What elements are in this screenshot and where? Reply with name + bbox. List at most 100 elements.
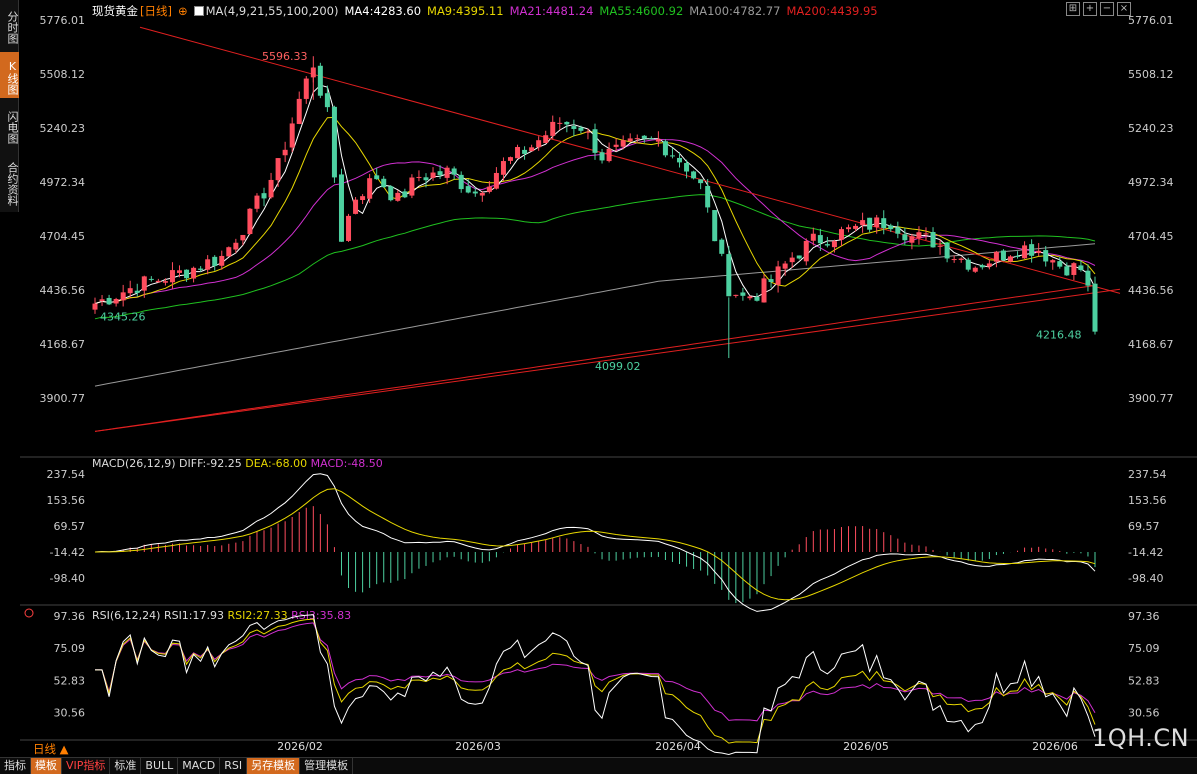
- tab-time-share[interactable]: 分时图: [6, 10, 19, 44]
- candle-body: [529, 147, 535, 152]
- candle-body: [92, 303, 98, 310]
- candle-body: [782, 263, 788, 269]
- close-icon[interactable]: ×: [1117, 2, 1131, 16]
- left-nav: 分时图 K线图 闪电图 合约资料: [0, 0, 19, 212]
- macd-tick-left: 153.56: [47, 494, 86, 507]
- trendline-lower: [94, 288, 1121, 432]
- kline-chart[interactable]: 5776.01 5776.01 5508.12 5508.12 5240.23 5240.…: [0, 0, 1197, 757]
- candle-body: [99, 299, 105, 301]
- candle-body: [853, 225, 859, 229]
- tab-macd[interactable]: MACD: [178, 758, 221, 774]
- period-selector[interactable]: 日线 ▲: [33, 742, 69, 756]
- candle-body: [648, 138, 654, 140]
- rsi-tick-left: 30.56: [54, 706, 86, 719]
- candle-body: [972, 267, 978, 272]
- candle-body: [867, 217, 873, 230]
- candle-body: [965, 259, 971, 270]
- candle-body: [888, 225, 894, 230]
- price-tick-left: 5240.23: [40, 122, 86, 135]
- ma4-value: MA4:4283.60: [344, 4, 422, 18]
- candle-body: [831, 241, 837, 248]
- candle-body: [169, 270, 175, 283]
- candle-body: [458, 174, 464, 190]
- candle-body: [578, 127, 584, 131]
- rsi-tick-right: 75.09: [1128, 642, 1160, 655]
- tab-contract[interactable]: 合约资料: [6, 162, 19, 206]
- date-tick: 2026/04: [655, 740, 701, 753]
- candle-body: [979, 265, 985, 268]
- candle-body: [360, 196, 366, 201]
- add-icon[interactable]: ⊕: [177, 4, 188, 18]
- candle-body: [838, 229, 844, 240]
- date-tick: 2026/03: [455, 740, 501, 753]
- candle-body: [1029, 244, 1035, 256]
- candle-body: [993, 251, 999, 262]
- ma-toggle-icon[interactable]: [193, 6, 204, 16]
- candle-body: [500, 161, 506, 175]
- tab-kline[interactable]: K线图: [0, 52, 19, 98]
- candle-body: [205, 259, 211, 270]
- tab-save-template[interactable]: 另存模板: [247, 758, 301, 774]
- tab-indicator[interactable]: 指标: [0, 758, 31, 774]
- candle-body: [268, 179, 274, 198]
- candle-body: [817, 235, 823, 244]
- candle-body: [353, 199, 359, 214]
- candle-body: [226, 247, 232, 257]
- fit-icon[interactable]: ⊞: [1066, 2, 1080, 16]
- candle-body: [768, 279, 774, 283]
- tab-rsi[interactable]: RSI: [220, 758, 248, 774]
- candle-body: [261, 193, 267, 199]
- candle-body: [486, 186, 492, 192]
- candle-body: [803, 240, 809, 262]
- candle-body: [1092, 283, 1098, 332]
- candle-body: [761, 278, 767, 303]
- price-tick-right: 5508.12: [1128, 68, 1174, 81]
- tab-template[interactable]: 模板: [31, 758, 62, 774]
- tab-manage-template[interactable]: 管理模板: [300, 758, 354, 774]
- candle-body: [698, 179, 704, 184]
- candle-body: [381, 178, 387, 188]
- candle-body: [958, 258, 964, 260]
- price-tick-right: 5776.01: [1128, 14, 1174, 27]
- candle-body: [860, 220, 866, 226]
- tab-bull[interactable]: BULL: [141, 758, 179, 774]
- tab-flash[interactable]: 闪电图: [6, 110, 19, 144]
- candle-body: [219, 255, 225, 266]
- candle-body: [1057, 261, 1063, 267]
- candle-body: [388, 186, 394, 201]
- candle-body: [1022, 245, 1028, 259]
- candle-body: [613, 144, 619, 147]
- price-tick-left: 5508.12: [40, 68, 86, 81]
- rsi-tick-right: 52.83: [1128, 674, 1160, 687]
- candle-body: [874, 217, 880, 227]
- ma4-line: [94, 84, 1096, 305]
- candle-body: [1036, 250, 1042, 254]
- price-tick-right: 4436.56: [1128, 284, 1174, 297]
- tab-vip-indicator[interactable]: VIP指标: [62, 758, 111, 774]
- diff-line: [94, 473, 1096, 612]
- candle-body: [1078, 265, 1084, 271]
- zoom-in-icon[interactable]: +: [1083, 2, 1097, 16]
- candle-body: [162, 281, 168, 283]
- date-tick: 2026/05: [843, 740, 889, 753]
- ma21-value: MA21:4481.24: [509, 4, 594, 18]
- rsi-legend: RSI(6,12,24) RSI1:17.93 RSI2:27.33 RSI3:…: [92, 609, 351, 622]
- candle-body: [106, 297, 112, 305]
- candle-body: [198, 268, 204, 270]
- price-tick-right: 4972.34: [1128, 176, 1174, 189]
- price-tick-left: 5776.01: [40, 14, 86, 27]
- candle-body: [881, 218, 887, 229]
- candle-body: [986, 263, 992, 267]
- price-tick-left: 4168.67: [40, 338, 86, 351]
- candle-body: [282, 149, 288, 156]
- tab-standard[interactable]: 标准: [110, 758, 142, 774]
- date-tick: 2026/02: [277, 740, 323, 753]
- candle-body: [747, 296, 753, 299]
- candle-body: [571, 126, 577, 129]
- candle-body: [719, 239, 725, 254]
- candle-body: [585, 131, 591, 133]
- candle-body: [331, 106, 337, 178]
- candle-body: [606, 148, 612, 162]
- zoom-out-icon[interactable]: −: [1100, 2, 1114, 16]
- price-tick-right: 5240.23: [1128, 122, 1174, 135]
